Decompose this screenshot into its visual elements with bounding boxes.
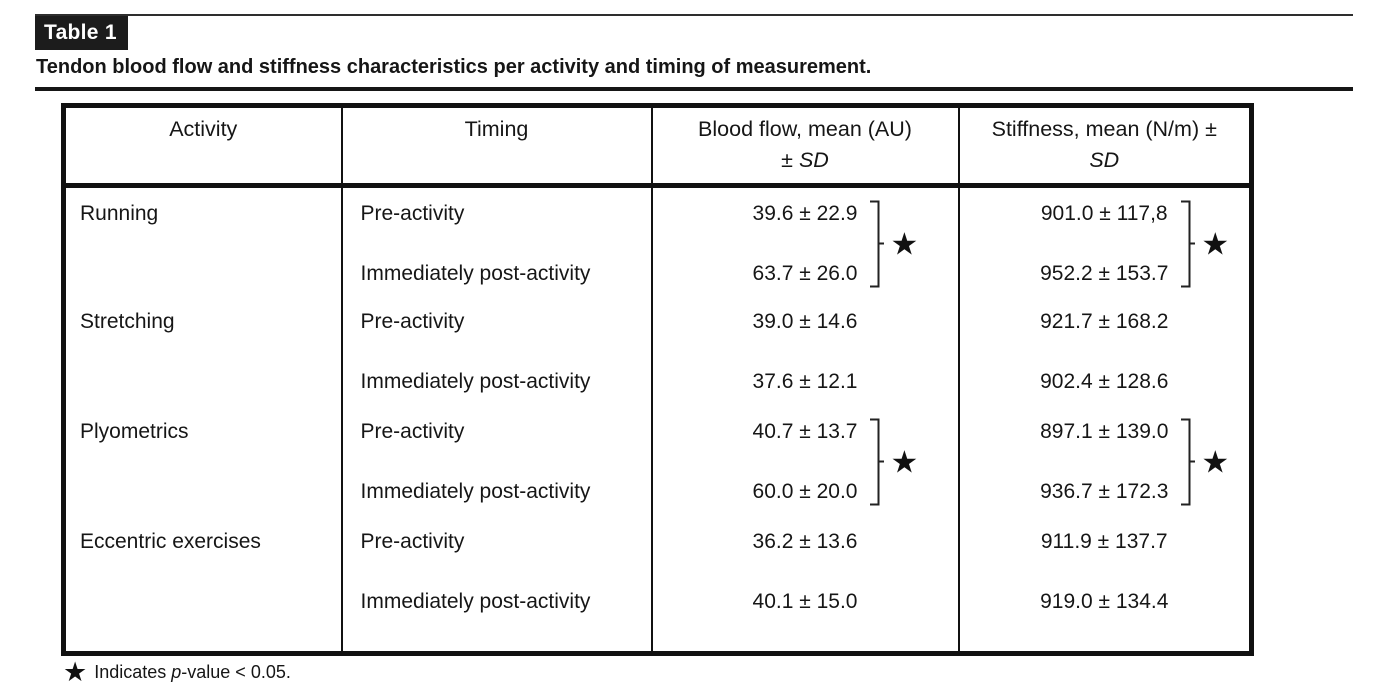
- activity-cell: Running: [64, 186, 342, 296]
- activity-cell: Plyometrics: [64, 406, 342, 516]
- timing-cell: Pre-activity Immediately post-activity: [340, 295, 652, 406]
- col-header-timing-label: Timing: [464, 117, 529, 141]
- data-table: Activity Timing Blood flow, mean (AU) ± …: [61, 103, 1254, 656]
- timing-post-label: Immediately post-activity: [360, 369, 591, 393]
- title-block: Table 1 Tendon blood flow and stiffness …: [35, 14, 1353, 91]
- stiffness-values: 911.9 ± 137.7 919.0 ± 134.4: [1040, 529, 1168, 615]
- timing-cell: Pre-activity Immediately post-activity: [340, 515, 652, 654]
- col-header-timing: Timing: [340, 105, 652, 188]
- significance-star-icon: ★: [1201, 444, 1230, 479]
- footnote-suffix: -value < 0.05.: [181, 662, 291, 682]
- timing-post-label: Immediately post-activity: [360, 262, 591, 285]
- activity-cell: Stretching: [64, 296, 342, 406]
- stiffness-cell: 921.7 ± 168.2 902.4 ± 128.6: [957, 295, 1252, 406]
- timing-pre-label: Pre-activity: [360, 309, 465, 333]
- footnote-prefix: Indicates: [94, 662, 172, 682]
- bloodflow-values: 39.0 ± 14.6 37.6 ± 12.1: [753, 309, 858, 395]
- bloodflow-cell: 39.6 ± 22.9 63.7 ± 26.0 ★: [650, 185, 959, 296]
- table-row-stretching: Stretching Pre-activity Immediately post…: [64, 295, 1252, 406]
- bloodflow-cell: 40.7 ± 13.7 60.0 ± 20.0 ★: [650, 405, 959, 516]
- footnote-p: p: [171, 662, 182, 682]
- table-row-eccentric-exercises: Eccentric exercises Pre-activity Immedia…: [64, 515, 1252, 654]
- significance-bracket-icon: [870, 200, 885, 288]
- stiffness-pre-value: 897.1 ± 139.0: [1040, 419, 1169, 443]
- stiffness-values: 921.7 ± 168.2 902.4 ± 128.6: [1040, 309, 1168, 395]
- significance-star-icon: ★: [890, 444, 919, 479]
- significance-star-icon: ★: [890, 226, 919, 262]
- bloodflow-cell: 39.0 ± 14.6 37.6 ± 12.1: [650, 295, 959, 406]
- bloodflow-cell: 36.2 ± 13.6 40.1 ± 15.0: [650, 515, 959, 654]
- timing-pre-label: Pre-activity: [360, 529, 465, 553]
- bloodflow-pre-value: 36.2 ± 13.6: [752, 529, 858, 553]
- significance-bracket-icon: [1181, 418, 1196, 505]
- bloodflow-post-value: 40.1 ± 15.0: [752, 589, 858, 613]
- col-header-stiffness: Stiffness, mean (N/m) ± SD: [957, 105, 1252, 188]
- timing-post-label: Immediately post-activity: [360, 589, 591, 613]
- col-header-stiffness-line1: Stiffness, mean (N/m) ±: [991, 117, 1217, 141]
- bloodflow-post-value: 63.7 ± 26.0: [752, 262, 858, 285]
- bloodflow-post-value: 60.0 ± 20.0: [752, 479, 858, 503]
- col-header-bloodflow-line1: Blood flow, mean (AU): [698, 117, 912, 141]
- activity-label: Eccentric exercises: [80, 529, 261, 553]
- timing-pre-label: Pre-activity: [360, 419, 465, 443]
- bloodflow-values: 36.2 ± 13.6 40.1 ± 15.0: [753, 529, 858, 615]
- col-header-bloodflow-sd: SD: [798, 148, 829, 172]
- header-row: Activity Timing Blood flow, mean (AU) ± …: [63, 105, 1252, 188]
- table-label: Table 1: [35, 16, 128, 50]
- stiffness-post-value: 952.2 ± 153.7: [1040, 262, 1169, 285]
- footnote-star-icon: ★: [63, 657, 88, 687]
- table-row-running: Running Pre-activity Immediately post-ac…: [64, 185, 1252, 296]
- bloodflow-pre-value: 39.0 ± 14.6: [752, 309, 858, 333]
- stiffness-pre-value: 921.7 ± 168.2: [1040, 309, 1169, 333]
- activity-label: Stretching: [80, 309, 175, 333]
- stiffness-post-value: 936.7 ± 172.3: [1040, 479, 1169, 503]
- footnote-text: Indicates p-value < 0.05.: [94, 662, 291, 683]
- stiffness-cell: 911.9 ± 137.7 919.0 ± 134.4: [957, 515, 1252, 654]
- activity-cell: Eccentric exercises: [64, 516, 342, 654]
- page: Table 1 Tendon blood flow and stiffness …: [0, 14, 1380, 688]
- timing-cell: Pre-activity Immediately post-activity: [340, 405, 652, 516]
- table-caption: Tendon blood flow and stiffness characte…: [36, 56, 872, 78]
- stiffness-post-value: 919.0 ± 134.4: [1040, 589, 1169, 613]
- stiffness-values: 901.0 ± 117,8 952.2 ± 153.7 ★: [1040, 200, 1229, 288]
- activity-label: Running: [80, 202, 159, 225]
- bloodflow-values: 39.6 ± 22.9 63.7 ± 26.0 ★: [752, 200, 918, 288]
- stiffness-cell: 901.0 ± 117,8 952.2 ± 153.7 ★: [957, 185, 1252, 296]
- significance-bracket-icon: [870, 418, 885, 505]
- col-header-activity: Activity: [63, 105, 342, 188]
- timing-pre-label: Pre-activity: [360, 202, 465, 225]
- bloodflow-values: 40.7 ± 13.7 60.0 ± 20.0 ★: [752, 418, 918, 505]
- bloodflow-post-value: 37.6 ± 12.1: [752, 369, 858, 393]
- significance-bracket-icon: [1181, 200, 1196, 288]
- footnote: ★ Indicates p-value < 0.05.: [63, 659, 1380, 686]
- stiffness-pre-value: 911.9 ± 137.7: [1040, 529, 1168, 553]
- col-header-bloodflow-line2-prefix: ±: [781, 148, 799, 172]
- stiffness-pre-value: 901.0 ± 117,8: [1040, 202, 1168, 225]
- timing-cell: Pre-activity Immediately post-activity: [340, 185, 652, 296]
- stiffness-values: 897.1 ± 139.0 936.7 ± 172.3 ★: [1040, 418, 1229, 505]
- bloodflow-pre-value: 39.6 ± 22.9: [752, 202, 858, 225]
- table-row-plyometrics: Plyometrics Pre-activity Immediately pos…: [64, 405, 1252, 516]
- col-header-bloodflow: Blood flow, mean (AU) ± SD: [650, 105, 959, 188]
- timing-post-label: Immediately post-activity: [360, 479, 591, 503]
- significance-star-icon: ★: [1201, 226, 1230, 262]
- col-header-stiffness-sd: SD: [1089, 148, 1120, 172]
- stiffness-cell: 897.1 ± 139.0 936.7 ± 172.3 ★: [957, 405, 1252, 516]
- bloodflow-pre-value: 40.7 ± 13.7: [752, 419, 858, 443]
- activity-label: Plyometrics: [80, 419, 189, 443]
- stiffness-post-value: 902.4 ± 128.6: [1040, 369, 1169, 393]
- col-header-activity-label: Activity: [169, 117, 238, 141]
